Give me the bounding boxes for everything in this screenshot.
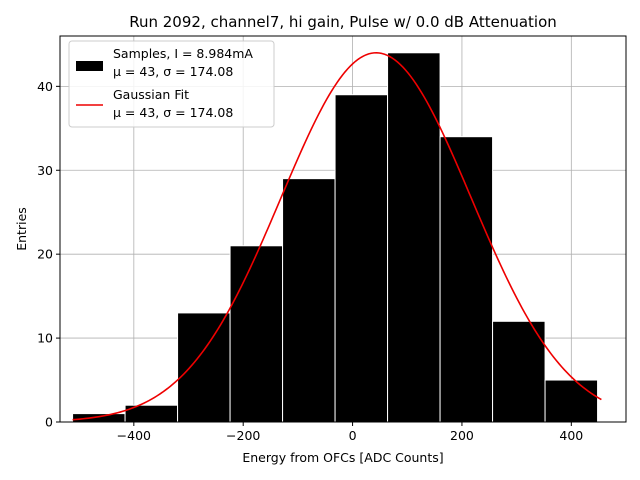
legend-box (68, 40, 275, 128)
histogram-bars (72, 52, 599, 423)
x-tick-label-0: −400 (117, 428, 151, 443)
histogram-bar-0 (72, 413, 126, 423)
y-tick-label-4: 40 (37, 79, 53, 94)
histogram-bar-5 (334, 94, 389, 423)
x-axis-label: Energy from OFCs [ADC Counts] (242, 450, 443, 465)
plot-frame (59, 35, 627, 423)
histogram-bar-4 (282, 178, 336, 423)
y-tick-label-0: 0 (45, 415, 53, 430)
legend-fit-label: Gaussian Fit (113, 87, 189, 102)
y-axis-ticks: 0 10 20 30 40 (37, 79, 60, 430)
chart-title: Run 2092, channel7, hi gain, Pulse w/ 0.… (129, 13, 557, 31)
x-axis-ticks: −400 −200 0 200 400 (117, 422, 583, 443)
histogram-bar-9 (544, 379, 599, 423)
fit-curve-layer (72, 51, 602, 421)
y-tick-label-2: 20 (37, 247, 53, 262)
histogram-bar-6 (387, 52, 441, 423)
legend: Samples, I = 8.984mA μ = 43, σ = 174.08 … (68, 40, 275, 128)
legend-samples-label: Samples, I = 8.984mA (113, 46, 253, 61)
legend-fit-stats: μ = 43, σ = 174.08 (113, 105, 233, 120)
histogram-bar-2 (177, 312, 231, 423)
legend-bar-swatch (76, 61, 103, 71)
y-axis-label: Entries (14, 207, 29, 251)
y-tick-label-3: 30 (37, 163, 53, 178)
x-tick-label-2: 0 (349, 428, 357, 443)
gaussian-fit-curve (72, 51, 602, 421)
x-tick-label-4: 400 (559, 428, 583, 443)
y-tick-label-1: 10 (37, 331, 53, 346)
histogram-bar-3 (229, 245, 284, 423)
histogram-bar-8 (492, 320, 546, 423)
x-tick-label-3: 200 (450, 428, 474, 443)
histogram-bar-7 (439, 136, 494, 423)
legend-samples-stats: μ = 43, σ = 174.08 (113, 64, 233, 79)
x-tick-label-1: −200 (226, 428, 260, 443)
